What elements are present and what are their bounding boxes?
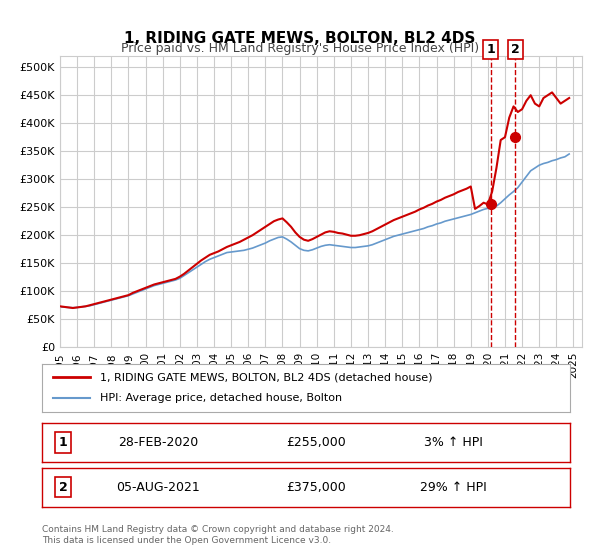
Text: Contains HM Land Registry data © Crown copyright and database right 2024.
This d: Contains HM Land Registry data © Crown c… bbox=[42, 525, 394, 545]
Text: 2: 2 bbox=[59, 480, 67, 494]
Text: Price paid vs. HM Land Registry's House Price Index (HPI): Price paid vs. HM Land Registry's House … bbox=[121, 42, 479, 55]
Text: 1: 1 bbox=[59, 436, 67, 449]
Text: HPI: Average price, detached house, Bolton: HPI: Average price, detached house, Bolt… bbox=[100, 393, 342, 403]
Text: 05-AUG-2021: 05-AUG-2021 bbox=[116, 480, 200, 494]
Text: £375,000: £375,000 bbox=[287, 480, 346, 494]
Text: 2: 2 bbox=[511, 43, 520, 56]
Text: 29% ↑ HPI: 29% ↑ HPI bbox=[421, 480, 487, 494]
Text: 1, RIDING GATE MEWS, BOLTON, BL2 4DS: 1, RIDING GATE MEWS, BOLTON, BL2 4DS bbox=[124, 31, 476, 46]
Text: 28-FEB-2020: 28-FEB-2020 bbox=[118, 436, 198, 449]
Text: 1, RIDING GATE MEWS, BOLTON, BL2 4DS (detached house): 1, RIDING GATE MEWS, BOLTON, BL2 4DS (de… bbox=[100, 372, 433, 382]
Text: 3% ↑ HPI: 3% ↑ HPI bbox=[424, 436, 483, 449]
Text: £255,000: £255,000 bbox=[287, 436, 346, 449]
Text: 1: 1 bbox=[487, 43, 495, 56]
